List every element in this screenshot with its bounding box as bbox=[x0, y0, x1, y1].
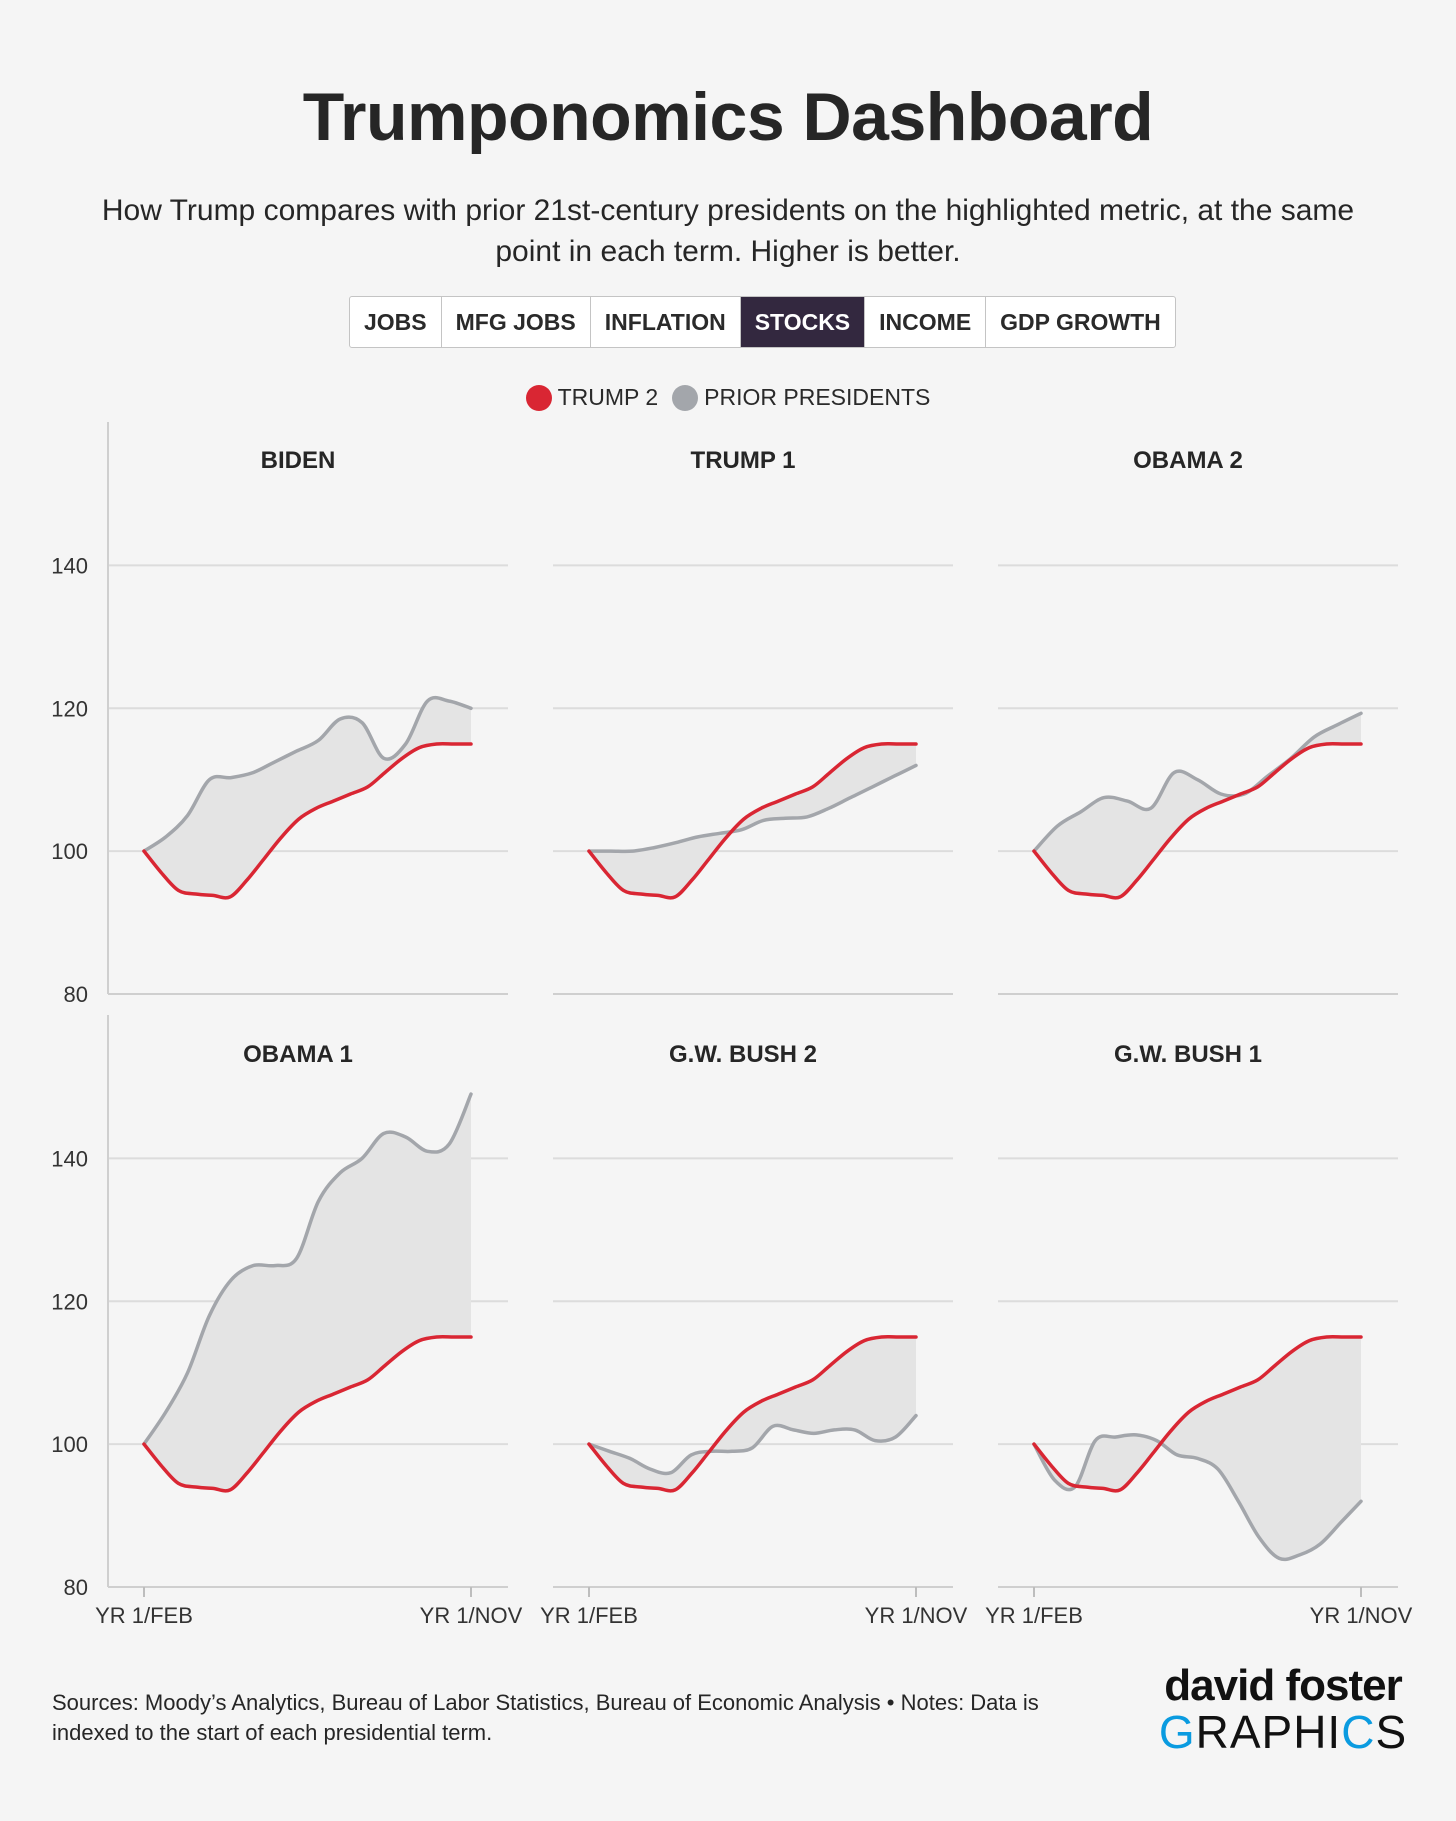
y-tick-label: 100 bbox=[51, 1432, 88, 1457]
trump-line bbox=[587, 1334, 918, 1493]
prior-president-line bbox=[142, 1092, 473, 1446]
y-tick-label: 120 bbox=[51, 1289, 88, 1314]
gap-area bbox=[589, 1336, 916, 1491]
tab-inflation[interactable]: INFLATION bbox=[591, 297, 741, 347]
trump-line bbox=[587, 741, 918, 900]
panel-title: G.W. BUSH 2 bbox=[669, 1041, 817, 1068]
y-tick-label: 80 bbox=[64, 982, 88, 1007]
subtitle-line-2: point in each term. Higher is better. bbox=[495, 235, 961, 268]
panel-title: BIDEN bbox=[261, 447, 336, 474]
sources-line-2: indexed to the start of each presidentia… bbox=[52, 1720, 493, 1745]
gap-area bbox=[1034, 1336, 1361, 1560]
tab-mfg-jobs[interactable]: MFG JOBS bbox=[442, 297, 591, 347]
y-tick-label: 100 bbox=[51, 839, 88, 864]
logo-line-1: david foster bbox=[1164, 1661, 1402, 1710]
prior-president-line bbox=[142, 695, 473, 853]
x-tick-label-start: YR 1/FEB bbox=[540, 1603, 638, 1628]
x-tick-label-start: YR 1/FEB bbox=[985, 1603, 1083, 1628]
prior-president-line bbox=[587, 763, 918, 854]
legend-label-prior: PRIOR PRESIDENTS bbox=[704, 384, 931, 410]
prior-president-line bbox=[587, 1413, 918, 1476]
panel-title: G.W. BUSH 1 bbox=[1114, 1041, 1262, 1068]
panel-title: TRUMP 1 bbox=[691, 447, 796, 474]
subtitle-line-1: How Trump compares with prior 21st-centu… bbox=[101, 194, 1355, 227]
logo-line-2: GRAPHICS bbox=[1158, 1706, 1408, 1758]
y-tick-label: 140 bbox=[51, 553, 88, 578]
gap-area bbox=[1034, 713, 1361, 898]
chart-legend: TRUMP 2 PRIOR PRESIDENTS bbox=[0, 384, 1456, 411]
y-tick-label: 140 bbox=[51, 1146, 88, 1171]
tab-stocks[interactable]: STOCKS bbox=[740, 297, 866, 347]
trump-dot-icon bbox=[525, 384, 552, 411]
gap-area bbox=[589, 743, 916, 898]
gap-area bbox=[144, 1094, 471, 1491]
x-tick-label-end: YR 1/NOV bbox=[420, 1603, 523, 1628]
trump-line bbox=[142, 741, 473, 900]
legend-item-prior: PRIOR PRESIDENTS bbox=[672, 384, 930, 411]
prior-dot-icon bbox=[672, 384, 699, 411]
y-tick-label: 120 bbox=[51, 696, 88, 721]
x-tick-label-end: YR 1/NOV bbox=[865, 1603, 968, 1628]
tab-income[interactable]: INCOME bbox=[865, 297, 987, 347]
metric-tabs: JOBS MFG JOBS INFLATION STOCKS INCOME GD… bbox=[349, 296, 1176, 348]
trump-line bbox=[142, 1334, 473, 1493]
panel-title: OBAMA 2 bbox=[1133, 447, 1243, 474]
prior-president-line bbox=[1032, 711, 1363, 853]
page-subtitle: How Trump compares with prior 21st-centu… bbox=[60, 190, 1396, 272]
prior-president-line bbox=[1032, 1433, 1363, 1562]
trump-line bbox=[1032, 741, 1363, 900]
legend-item-trump: TRUMP 2 bbox=[525, 384, 659, 411]
sources-note: Sources: Moody’s Analytics, Bureau of La… bbox=[52, 1688, 1112, 1748]
tab-gdp-growth[interactable]: GDP GROWTH bbox=[1000, 309, 1161, 335]
page-title: Trumponomics Dashboard bbox=[302, 79, 1154, 155]
brand-logo: david foster GRAPHICS bbox=[1158, 1661, 1408, 1758]
legend-label-trump: TRUMP 2 bbox=[557, 384, 659, 410]
tab-jobs[interactable]: JOBS bbox=[350, 297, 442, 347]
x-tick-label-end: YR 1/NOV bbox=[1310, 1603, 1413, 1628]
y-tick-label: 80 bbox=[64, 1575, 88, 1600]
gap-area bbox=[144, 697, 471, 898]
x-tick-label-start: YR 1/FEB bbox=[95, 1603, 193, 1628]
sources-line-1: Sources: Moody’s Analytics, Bureau of La… bbox=[52, 1690, 1039, 1715]
panel-title: OBAMA 1 bbox=[243, 1041, 353, 1068]
trump-line bbox=[1032, 1334, 1363, 1493]
